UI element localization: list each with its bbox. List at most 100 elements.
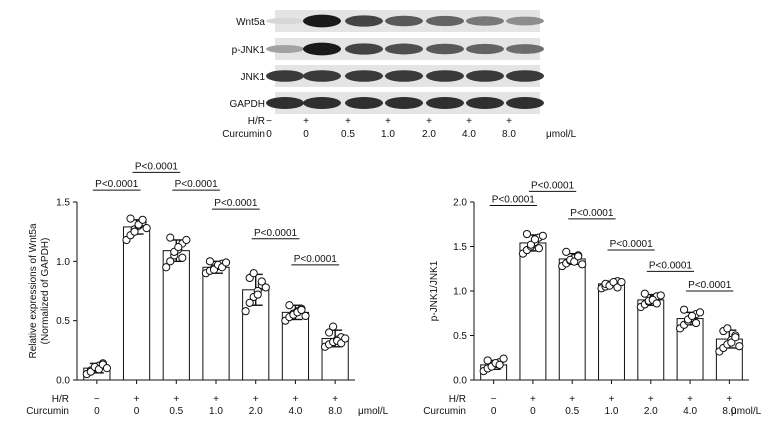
blot-band: [345, 43, 383, 55]
data-point: [695, 308, 705, 317]
significance-label: P<0.0001: [492, 195, 536, 206]
significance-label: P<0.0001: [610, 239, 654, 250]
data-point: [538, 231, 548, 240]
y-tick-label: 2.0: [453, 198, 467, 209]
x-hr-value: +: [332, 394, 338, 405]
blot-band: [506, 44, 544, 54]
data-point: [324, 328, 334, 337]
data-point: [526, 240, 536, 249]
data-point: [182, 235, 191, 245]
data-point: [329, 322, 338, 331]
data-point: [126, 214, 135, 223]
data-point: [162, 263, 171, 272]
data-point: [530, 235, 540, 244]
data-point: [249, 269, 258, 278]
x-curcumin-value: 4.0: [683, 406, 697, 417]
blot-band: [506, 16, 544, 26]
significance-label: P<0.0001: [175, 179, 219, 190]
data-point: [174, 242, 183, 252]
y-axis-label: Relative expressions of Wnt5a: [28, 223, 39, 359]
data-point: [138, 215, 147, 224]
data-point: [495, 360, 504, 369]
blot-band: [345, 70, 383, 82]
blot-band: [266, 97, 304, 109]
blot-curcumin-value: 0.5: [341, 129, 355, 140]
data-point: [640, 289, 649, 298]
data-point: [166, 257, 175, 266]
western-blot-panel: Wnt5a p-JNK1 JNK1 GAPDH H/R Curcumin− + + + + + +0 0…: [222, 10, 577, 140]
data-point: [205, 257, 215, 266]
blot-band: [466, 16, 504, 26]
blot-row-label: Wnt5a: [236, 17, 265, 28]
bar: [558, 258, 586, 381]
data-point: [483, 356, 492, 365]
x-curcumin-value: 4.0: [288, 406, 302, 417]
x-hr-label: H/R: [449, 394, 466, 405]
y-tick-label: 1.5: [56, 198, 70, 209]
blot-band: [506, 70, 544, 82]
bar: [202, 266, 230, 381]
x-curcumin-value: 8.0: [328, 406, 342, 417]
data-point: [613, 283, 622, 292]
blot-band: [426, 43, 464, 55]
data-point: [522, 229, 532, 239]
significance-label: P<0.0001: [135, 161, 179, 172]
y-tick-label: 0.0: [56, 376, 70, 387]
y-axis-label: p-JNK1/JNK1: [429, 260, 440, 321]
blot-curcumin-value: 4.0: [462, 129, 476, 140]
x-curcumin-value: 1.0: [605, 406, 619, 417]
data-point: [245, 298, 254, 307]
significance-label: P<0.0001: [95, 179, 139, 190]
data-point: [221, 258, 231, 267]
blot-band: [426, 97, 464, 109]
significance-label: P<0.0001: [688, 280, 732, 291]
blot-hr-value: +: [345, 116, 351, 127]
x-hr-value: −: [94, 394, 100, 405]
significance-label: P<0.0001: [214, 198, 258, 209]
x-curcumin-value: 1.0: [209, 406, 223, 417]
blot-hr-value: +: [426, 116, 432, 127]
x-hr-value: +: [173, 394, 179, 405]
blot-curcumin-value: 8.0: [502, 129, 516, 140]
x-curcumin-label: Curcumin: [423, 406, 466, 417]
x-unit-label: μmol/L: [731, 406, 762, 417]
blot-band: [506, 97, 544, 109]
blot-band: [345, 97, 383, 109]
data-point: [679, 305, 689, 314]
blot-band: [466, 70, 504, 82]
y-tick-label: 1.5: [453, 242, 467, 253]
x-hr-value: −: [491, 394, 497, 405]
blot-curcumin-value: 1.0: [381, 129, 395, 140]
blot-hr-label: H/R: [248, 116, 265, 127]
x-hr-value: +: [726, 394, 732, 405]
blot-band: [303, 70, 341, 82]
blot-band: [466, 43, 504, 55]
blot-band: [303, 14, 341, 28]
data-point: [609, 278, 618, 287]
x-curcumin-label: Curcumin: [26, 406, 69, 417]
blot-band: [426, 70, 464, 82]
x-hr-value: +: [213, 394, 219, 405]
x-hr-value: +: [687, 394, 693, 405]
blot-curcumin-value: 2.0: [422, 129, 436, 140]
blot-hr-value: +: [506, 116, 512, 127]
significance-label: P<0.0001: [254, 228, 298, 239]
blot-hr-value: −: [266, 116, 272, 127]
blot-band: [303, 42, 341, 56]
blot-band: [466, 97, 504, 109]
data-point: [130, 227, 139, 236]
data-point: [534, 244, 544, 253]
significance-label: P<0.0001: [570, 208, 614, 219]
y-tick-label: 1.0: [56, 257, 70, 268]
data-point: [727, 338, 736, 347]
blot-band: [303, 97, 341, 109]
data-point: [735, 342, 744, 351]
data-point: [261, 283, 270, 292]
data-point: [691, 318, 701, 328]
data-point: [301, 311, 310, 321]
data-point: [617, 278, 626, 287]
pjnk1-ratio-bar-chart: 0.00.51.01.52.0p-JNK1/JNK1−0+0+0.5+1.0+2…: [423, 180, 761, 417]
x-hr-value: +: [253, 394, 259, 405]
significance-label: P<0.0001: [294, 254, 338, 265]
